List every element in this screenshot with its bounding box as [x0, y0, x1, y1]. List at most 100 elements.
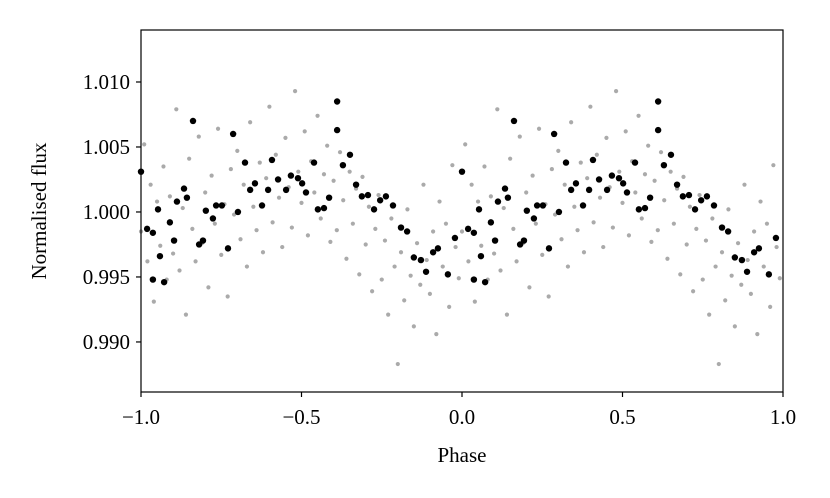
- data-point: [450, 163, 455, 168]
- data-point: [572, 180, 580, 187]
- data-point: [314, 206, 322, 213]
- data-point: [742, 182, 747, 187]
- data-point: [424, 257, 429, 263]
- data-point: [710, 202, 718, 209]
- data-point: [379, 277, 384, 282]
- data-point: [678, 272, 683, 277]
- data-point: [287, 172, 295, 179]
- data-point: [615, 174, 623, 182]
- data-point: [556, 148, 561, 153]
- data-point: [273, 152, 278, 157]
- data-point: [334, 228, 339, 233]
- data-point: [639, 216, 644, 221]
- data-point: [328, 239, 333, 244]
- data-point: [267, 104, 272, 109]
- data-point: [738, 256, 746, 264]
- data-point: [546, 294, 551, 299]
- data-point: [603, 186, 611, 194]
- data-point: [597, 195, 603, 200]
- data-point: [591, 220, 596, 225]
- data-point: [357, 272, 362, 277]
- data-point: [447, 304, 452, 309]
- data-point: [511, 226, 516, 231]
- data-point: [219, 252, 224, 257]
- data-point: [389, 202, 397, 209]
- data-point: [264, 176, 269, 181]
- data-point: [470, 276, 478, 283]
- data-point: [755, 332, 760, 337]
- data-point: [352, 181, 360, 188]
- data-point: [694, 226, 699, 231]
- data-point: [475, 206, 483, 213]
- data-point: [193, 259, 198, 264]
- data-point: [482, 164, 487, 169]
- data-point: [533, 221, 538, 226]
- data-point: [501, 185, 509, 192]
- data-point: [549, 166, 554, 172]
- data-point: [418, 282, 423, 287]
- data-point: [339, 161, 347, 169]
- data-point: [443, 221, 449, 226]
- data-point: [723, 298, 728, 303]
- x-axis-label: Phase: [438, 443, 487, 467]
- data-point: [617, 169, 622, 174]
- data-point: [154, 206, 162, 213]
- data-point: [492, 251, 497, 256]
- data-point: [635, 206, 643, 213]
- data-point: [350, 221, 355, 226]
- data-point: [174, 107, 179, 112]
- data-point: [376, 197, 384, 204]
- data-point: [642, 172, 648, 177]
- data-point: [251, 180, 259, 187]
- data-point: [215, 126, 221, 131]
- data-point: [530, 173, 535, 178]
- data-point: [171, 251, 176, 256]
- y-axis-label: Normalised flux: [27, 142, 51, 280]
- data-point: [604, 135, 609, 140]
- data-point: [735, 241, 741, 246]
- data-point: [149, 276, 157, 283]
- data-point: [691, 206, 699, 213]
- data-point: [373, 226, 378, 231]
- data-point: [658, 150, 664, 155]
- data-point: [305, 233, 311, 238]
- data-point: [364, 191, 372, 199]
- data-point: [508, 156, 513, 161]
- data-point: [440, 264, 445, 269]
- data-point: [363, 242, 368, 247]
- data-point: [595, 176, 603, 183]
- data-point: [238, 237, 243, 242]
- data-point: [585, 176, 590, 181]
- data-point: [325, 143, 330, 148]
- data-point: [667, 151, 675, 158]
- data-point: [491, 237, 499, 244]
- data-point: [601, 244, 606, 250]
- data-point: [520, 237, 528, 244]
- y-tick-label: 0.990: [83, 330, 130, 354]
- data-point: [641, 204, 649, 212]
- x-tick-label: 1.0: [770, 405, 796, 429]
- data-point: [411, 324, 416, 329]
- data-point: [510, 117, 518, 125]
- data-point: [569, 120, 574, 125]
- data-point: [724, 228, 732, 235]
- data-point: [684, 242, 689, 247]
- data-point: [654, 98, 662, 105]
- data-point: [679, 193, 687, 200]
- data-point: [196, 134, 201, 139]
- data-point: [626, 233, 632, 238]
- data-point: [501, 205, 506, 211]
- data-point: [320, 204, 328, 212]
- data-point: [289, 225, 294, 230]
- data-point: [235, 148, 240, 153]
- data-point: [337, 150, 343, 155]
- data-point: [588, 104, 593, 109]
- data-point: [739, 282, 744, 287]
- data-point: [434, 332, 439, 337]
- data-point: [402, 298, 407, 303]
- data-point: [504, 312, 510, 317]
- data-point: [333, 98, 341, 105]
- data-point: [697, 197, 705, 204]
- data-point: [623, 129, 628, 134]
